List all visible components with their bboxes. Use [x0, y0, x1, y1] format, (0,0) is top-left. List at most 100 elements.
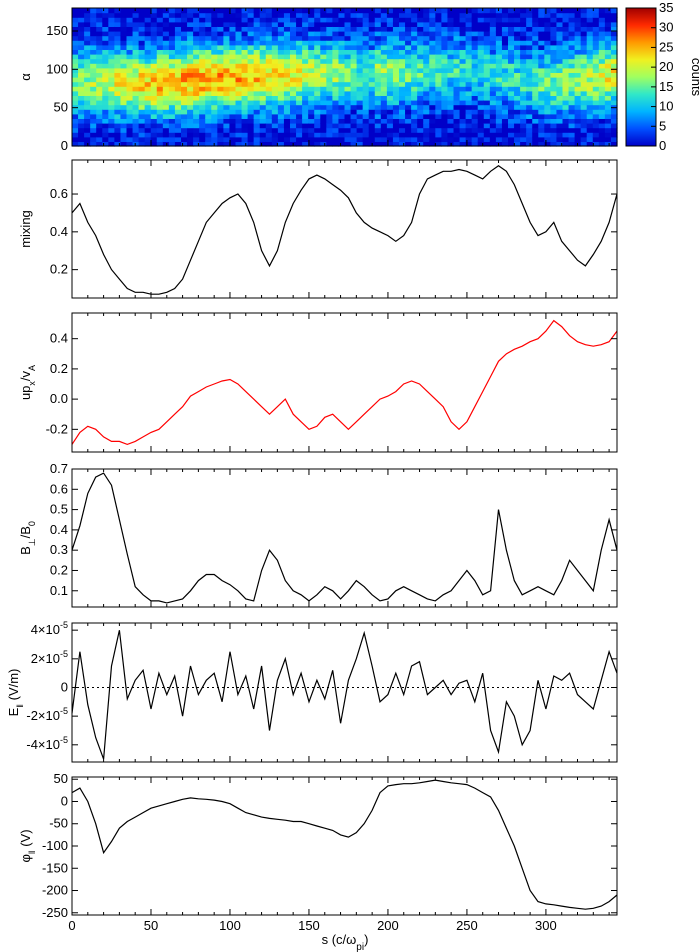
y-tick-label: -100 — [42, 838, 68, 853]
heatmap-cell — [459, 12, 467, 18]
heatmap-cell — [126, 86, 134, 92]
heatmap-cell — [338, 58, 346, 64]
heatmap-cell — [253, 77, 261, 83]
heatmap-cell — [447, 113, 455, 119]
heatmap-cell — [532, 100, 539, 106]
heatmap-cell — [265, 54, 273, 60]
heatmap-cell — [259, 49, 267, 55]
heatmap-cell — [526, 132, 533, 138]
heatmap-cell — [526, 40, 533, 46]
heatmap-cell — [241, 67, 249, 73]
heatmap-cell — [162, 136, 170, 142]
heatmap-cell — [538, 54, 545, 60]
heatmap-cell — [471, 35, 479, 41]
heatmap-cell — [168, 109, 176, 115]
heatmap-cell — [441, 72, 449, 78]
heatmap-cell — [453, 81, 461, 87]
heatmap-cell — [501, 95, 509, 101]
heatmap-cell — [459, 81, 467, 87]
heatmap-cell — [156, 49, 164, 55]
heatmap-cell — [144, 77, 152, 83]
heatmap-cell — [374, 95, 382, 101]
heatmap-cell — [344, 77, 352, 83]
heatmap-cell — [174, 81, 182, 87]
heatmap-cell — [362, 104, 370, 110]
heatmap-cell — [411, 109, 418, 115]
heatmap-cell — [399, 113, 406, 119]
heatmap-cell — [574, 72, 582, 78]
heatmap-cell — [399, 26, 406, 32]
heatmap-cell — [386, 118, 394, 124]
heatmap-cell — [338, 40, 346, 46]
heatmap-cell — [126, 49, 134, 55]
heatmap-cell — [350, 123, 358, 129]
heatmap-cell — [362, 118, 370, 124]
heatmap-cell — [423, 132, 430, 138]
heatmap-cell — [471, 100, 479, 106]
heatmap-cell — [326, 104, 333, 110]
heatmap-cell — [229, 72, 237, 78]
heatmap-cell — [314, 63, 321, 69]
heatmap-cell — [308, 26, 315, 32]
heatmap-cell — [574, 136, 582, 142]
heatmap-cell — [592, 63, 600, 69]
heatmap-cell — [320, 58, 327, 64]
heatmap-cell — [253, 58, 261, 64]
heatmap-cell — [574, 77, 582, 83]
heatmap-cell — [120, 40, 128, 46]
heatmap-cell — [520, 100, 527, 106]
heatmap-cell — [138, 123, 146, 129]
heatmap-cell — [514, 118, 521, 124]
heatmap-cell — [580, 12, 588, 18]
heatmap-cell — [199, 104, 206, 110]
heatmap-cell — [508, 109, 515, 115]
heatmap-cell — [544, 109, 551, 115]
heatmap-cell — [514, 8, 521, 14]
heatmap-cell — [508, 67, 515, 73]
heatmap-cell — [550, 17, 558, 23]
heatmap-cell — [604, 86, 612, 92]
heatmap-cell — [241, 100, 249, 106]
heatmap-cell — [514, 17, 521, 23]
heatmap-cell — [72, 58, 79, 64]
heatmap-cell — [332, 35, 340, 41]
heatmap-cell — [544, 17, 551, 23]
heatmap-cell — [526, 90, 533, 96]
heatmap-cell — [556, 127, 564, 133]
heatmap-cell — [132, 104, 140, 110]
heatmap-cell — [72, 17, 79, 23]
heatmap-cell — [114, 127, 122, 133]
heatmap-cell — [489, 40, 497, 46]
heatmap-cell — [350, 113, 358, 119]
heatmap-cell — [199, 26, 206, 32]
heatmap-cell — [114, 95, 122, 101]
y-tick-label: 0.4 — [50, 522, 68, 537]
heatmap-cell — [320, 81, 327, 87]
heatmap-cell — [126, 21, 134, 27]
heatmap-cell — [78, 21, 85, 27]
heatmap-cell — [362, 86, 370, 92]
heatmap-cell — [495, 81, 503, 87]
heatmap-cell — [495, 17, 503, 23]
heatmap-cell — [271, 104, 279, 110]
heatmap-cell — [399, 40, 406, 46]
heatmap-cell — [199, 118, 206, 124]
heatmap-cell — [586, 72, 594, 78]
heatmap-cell — [156, 100, 164, 106]
heatmap-cell — [205, 104, 212, 110]
heatmap-cell — [253, 12, 261, 18]
heatmap-cell — [150, 86, 158, 92]
heatmap-cell — [259, 100, 267, 106]
heatmap-cell — [538, 67, 545, 73]
heatmap-cell — [229, 21, 237, 27]
heatmap-cell — [290, 90, 297, 96]
heatmap-cell — [296, 81, 303, 87]
heatmap-cell — [501, 54, 509, 60]
heatmap-cell — [199, 127, 206, 133]
heatmap-cell — [405, 58, 412, 64]
heatmap-cell — [574, 26, 582, 32]
heatmap-cell — [229, 40, 237, 46]
heatmap-cell — [489, 104, 497, 110]
heatmap-cell — [562, 123, 570, 129]
heatmap-cell — [72, 109, 79, 115]
